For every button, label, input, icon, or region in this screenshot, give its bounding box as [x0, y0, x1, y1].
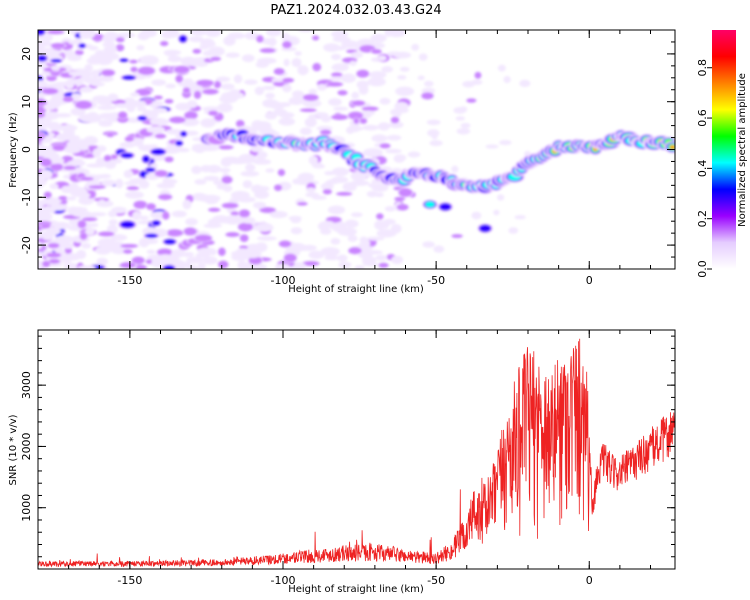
spectrogram-y-tick-label: 0 [20, 146, 33, 153]
snr-x-tick-label: -100 [271, 574, 296, 587]
spectrogram-y-tick-label: -20 [20, 236, 33, 254]
snr-y-tick-label: 3000 [20, 371, 33, 399]
spectrogram-image [38, 30, 675, 269]
spectrogram-y-tick-label: 10 [20, 95, 33, 109]
colorbar-tick-label: 0.8 [696, 59, 709, 77]
snr-frame [37, 329, 676, 570]
colorbar: 0.0 0.2 0.4 0.6 0.8 Normalized spectral ampl… [696, 30, 748, 278]
colorbar-gradient [712, 30, 736, 269]
snr-line [38, 338, 675, 568]
snr-series [38, 338, 675, 568]
figure-title: PAZ1.2024.032.03.43.G24 [270, 3, 441, 18]
snr-y-tick-label: 1000 [20, 494, 33, 522]
spectrogram-x-axis-label: Height of straight line (km) [288, 284, 424, 295]
spectrogram-y-tick-label: -10 [20, 188, 33, 206]
snr-y-tick-label: 2000 [20, 432, 33, 460]
colorbar-tick-label: 0.4 [696, 160, 709, 178]
spectrogram-x-tick-label: -50 [427, 274, 445, 287]
colorbar-tick-label: 0.6 [696, 109, 709, 127]
spectrogram-y-axis-label: Frequency (Hz) [8, 112, 19, 188]
spectrogram-x-tick-label: 0 [586, 274, 593, 287]
spectrogram-x-tick-label: -100 [271, 274, 296, 287]
snr-panel: -150 -100 -50 0 1000 2000 3000 Height of strai… [8, 329, 676, 595]
colorbar-label: Normalized spectral amplitude [737, 73, 748, 227]
snr-x-tick-label: -150 [117, 574, 142, 587]
spectrogram-y-tick-label: 20 [20, 47, 33, 61]
snr-x-tick-label: -50 [427, 574, 445, 587]
spectrogram-x-tick-label: -150 [117, 274, 142, 287]
colorbar-tick-label: 0.2 [696, 210, 709, 228]
snr-y-axis-label: SNR (10 * v/v) [8, 414, 19, 485]
colorbar-tick-label: 0.0 [696, 260, 709, 278]
snr-ticks: -150 -100 -50 0 1000 2000 3000 [20, 330, 675, 587]
snr-x-axis-label: Height of straight line (km) [288, 584, 424, 595]
colorbar-ticks: 0.0 0.2 0.4 0.6 0.8 [696, 59, 712, 278]
snr-x-tick-label: 0 [586, 574, 593, 587]
